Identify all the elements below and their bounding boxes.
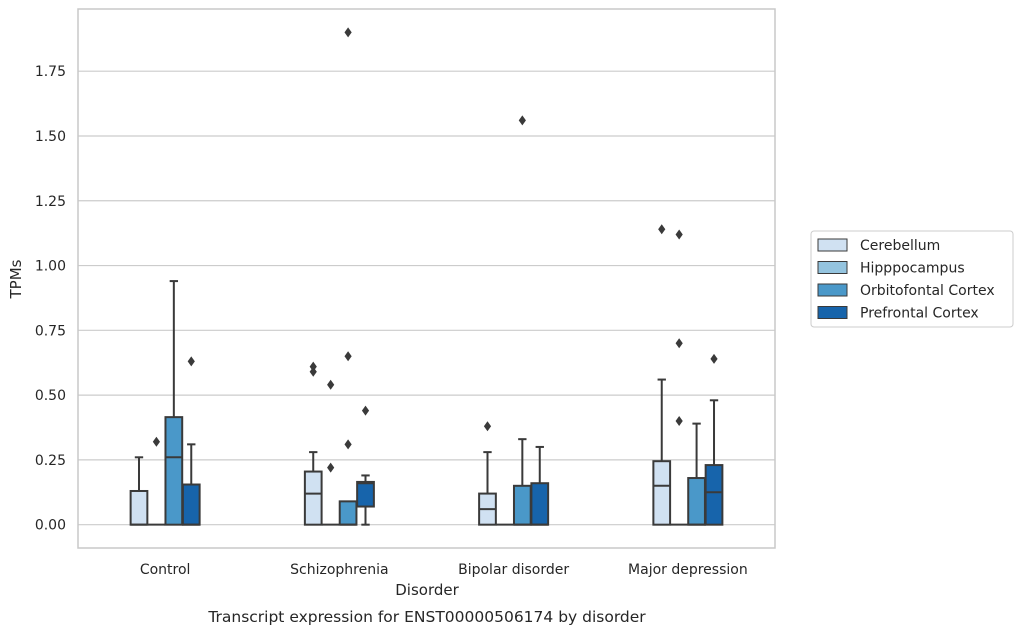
legend: Cerebellum Hipppocampus Orbitofontal Corte… [810, 230, 1014, 328]
outlier-point [152, 436, 161, 447]
outlier-point [483, 421, 492, 432]
plot-frame [77, 8, 776, 549]
y-tick-label: 1.25 [35, 194, 66, 210]
box-plot-area [129, 27, 724, 526]
grid-lines [78, 70, 775, 526]
x-tick-label: Control [140, 562, 191, 578]
y-axis-label: TPMs [7, 259, 25, 299]
outlier-point [675, 229, 683, 240]
box-body [338, 500, 358, 526]
y-tick-label: 1.00 [35, 259, 66, 275]
y-tick-label: 1.50 [35, 129, 66, 145]
box-hipppocampus [322, 379, 340, 526]
box-prefrontal-cortex [181, 356, 201, 526]
outlier-point [344, 439, 352, 450]
outlier-point [309, 366, 317, 377]
box-body [181, 483, 201, 526]
box-cerebellum [303, 361, 323, 526]
y-tick-label: 0.25 [35, 453, 66, 469]
outlier-point [518, 115, 526, 126]
x-tick-label: Major depression [628, 562, 748, 578]
legend-label: Cerebellum [860, 238, 940, 254]
x-tick-labels: Control Schizophrenia Bipolar disorder Majo… [140, 562, 748, 578]
box-orbitofontal-cortex [164, 280, 184, 526]
legend-swatch [817, 261, 848, 274]
legend-box [810, 230, 1014, 328]
outlier-point [675, 338, 683, 349]
box-prefrontal-cortex [704, 353, 724, 526]
y-tick-labels: 0.00 0.25 0.50 0.75 1.00 1.25 1.50 1.75 [35, 64, 66, 533]
box-orbitofontal-cortex [687, 422, 706, 526]
box-body [164, 416, 184, 526]
outlier-point [327, 379, 335, 390]
legend-swatch [817, 283, 848, 297]
outlier-point [187, 356, 195, 367]
outlier-point [344, 351, 352, 362]
x-axis-label: Disorder [395, 581, 459, 599]
box-body [303, 470, 323, 526]
box-hipppocampus [670, 229, 688, 526]
outlier-point [658, 224, 666, 235]
plot-border [77, 8, 776, 549]
outlier-point [309, 361, 317, 372]
x-tick-label: Bipolar disorder [458, 562, 569, 578]
box-hipppocampus [148, 436, 165, 526]
y-tick-label: 0.75 [35, 323, 66, 339]
box-body [652, 460, 672, 526]
box-body [530, 482, 550, 526]
outlier-point [710, 353, 718, 364]
legend-swatch [817, 306, 848, 319]
outlier-point [361, 405, 370, 416]
legend-label: Hipppocampus [860, 261, 965, 277]
y-tick-label: 1.75 [35, 64, 66, 80]
box-body [687, 477, 706, 526]
outlier-point [675, 416, 683, 427]
box-body [356, 480, 375, 508]
box-body [512, 484, 532, 526]
legend-swatch [817, 238, 848, 252]
box-cerebellum [652, 224, 672, 526]
box-prefrontal-cortex [356, 405, 375, 526]
box-prefrontal-cortex [530, 445, 550, 526]
y-tick-label: 0.00 [35, 518, 66, 534]
x-tick-label: Schizophrenia [290, 562, 388, 578]
box-body [129, 489, 149, 526]
y-tick-label: 0.50 [35, 388, 66, 404]
box-orbitofontal-cortex [512, 115, 532, 526]
outlier-point [344, 27, 352, 38]
outlier-point [327, 462, 335, 473]
chart-caption: Transcript expression for ENST0000050617… [207, 608, 646, 626]
legend-label: Orbitofontal Cortex [860, 283, 995, 299]
box-cerebellum [478, 421, 497, 526]
legend-label: Prefrontal Cortex [860, 306, 979, 322]
box-cerebellum [129, 456, 149, 526]
box-body [704, 464, 724, 526]
box-orbitofontal-cortex [338, 27, 358, 526]
